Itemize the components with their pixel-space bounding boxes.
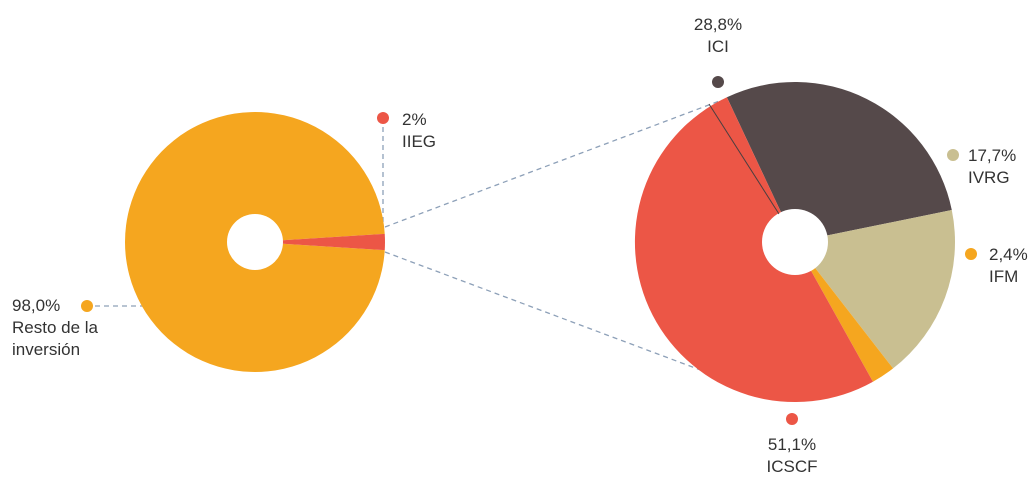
detail-slice-divider [708,103,780,215]
detail-slice-ici [726,82,952,242]
connector-line-top [384,99,723,228]
category-label: IVRG [968,168,1010,187]
main-pie [124,112,385,372]
main-slice-iieg [255,233,385,251]
category-label: Resto de la [12,318,99,337]
pct-label: 2,4% [989,245,1028,264]
pct-label: 2% [402,110,427,129]
marker-dot-icscf [786,413,798,425]
detail-center-hole [762,209,828,275]
marker-dot-resto [81,300,93,312]
marker-dot-ici [712,76,724,88]
detail-label-ici: 28,8% ICI [694,15,742,56]
main-center-hole [227,214,283,270]
pct-label: 28,8% [694,15,742,34]
detail-label-ivrg: 17,7% IVRG [968,146,1016,187]
pct-label: 98,0% [12,296,60,315]
detail-pie [634,82,956,403]
detail-slice-icscf [634,97,873,403]
category-label: ICI [707,37,729,56]
main-label-resto-de-la-inversion: 98,0% Resto de la inversión [12,296,99,359]
main-label-iieg: 2% IIEG [402,110,436,151]
detail-label-ifm: 2,4% IFM [989,245,1028,286]
category-label: inversión [12,340,80,359]
detail-slice-ifm [795,242,894,382]
category-label: IFM [989,267,1018,286]
pct-label: 17,7% [968,146,1016,165]
marker-dot-ifm [965,248,977,260]
pct-label: 51,1% [768,435,816,454]
detail-slice-ivrg [795,210,956,369]
category-label: IIEG [402,132,436,151]
marker-dot-iieg [377,112,389,124]
detail-label-icscf: 51,1% ICSCF [767,435,818,476]
marker-dot-ivrg [947,149,959,161]
category-label: ICSCF [767,457,818,476]
